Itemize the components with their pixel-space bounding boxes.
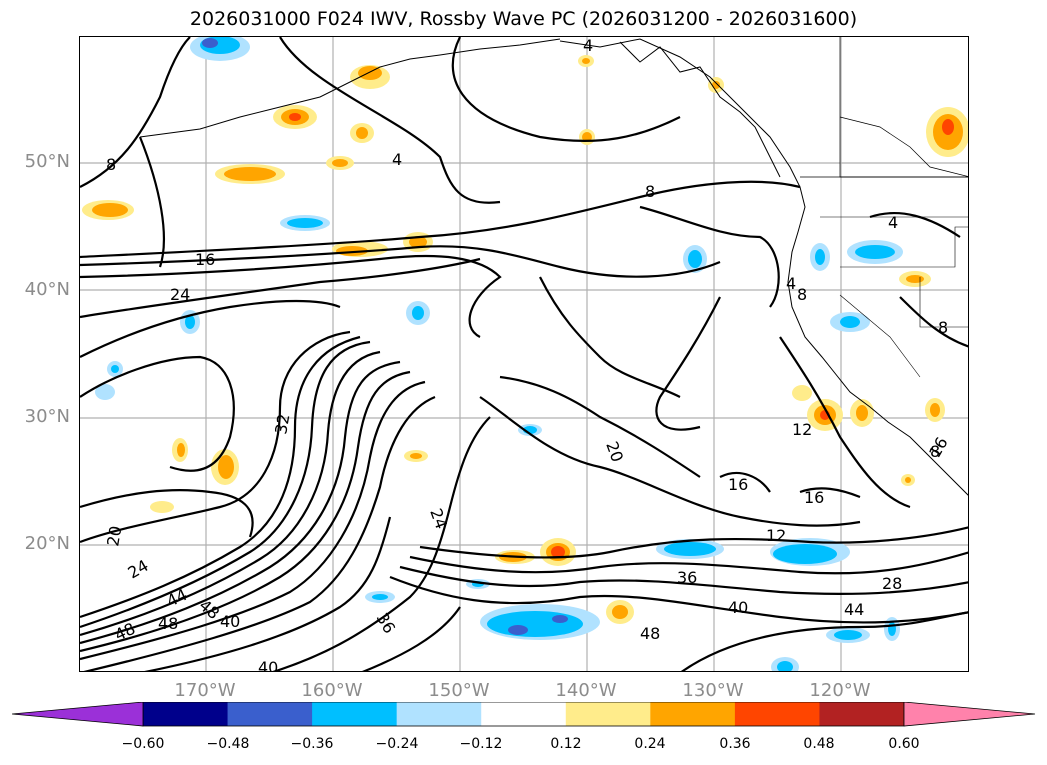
colorbar-tick-label: −0.24 (375, 736, 419, 752)
contour-label: 40 (728, 598, 748, 617)
iwv-contours (80, 37, 968, 671)
lon-label-130w: 130°W (682, 680, 744, 701)
colorbar-segment (396, 702, 482, 726)
colorbar-tick-label: 0.48 (803, 736, 835, 752)
negative-anomaly-shading (95, 37, 903, 671)
contour-label: 16 (925, 434, 952, 461)
colorbar-segment (227, 702, 313, 726)
contour-label: 8 (106, 155, 116, 174)
contour-label: 16 (728, 475, 748, 494)
contour-label: 44 (164, 585, 190, 611)
lon-label-140w: 140°W (555, 680, 617, 701)
contour-label: 8 (930, 442, 940, 461)
contour-labels: 4 8 4 8 16 24 8 4 8 8 32 20 24 20 24 48 … (103, 37, 952, 672)
lat-label-20n: 20°N (24, 533, 70, 554)
colorbar-tick-label: −0.60 (121, 736, 165, 752)
contour-label: 8 (797, 285, 807, 304)
colorbar-segment (312, 702, 398, 726)
contour-label: 20 (602, 439, 627, 465)
contour-label: 24 (125, 556, 152, 583)
positive-anomaly-shading (82, 55, 968, 624)
contour-label: 24 (426, 506, 451, 532)
chart-title: 2026031000 F024 IWV, Rossby Wave PC (202… (189, 8, 858, 30)
colorbar-tick-label: −0.36 (290, 736, 334, 752)
lat-label-40n: 40°N (24, 279, 70, 300)
colorbar-tick-label: 0.12 (550, 736, 582, 752)
colorbar-segment (819, 702, 905, 726)
colorbar-segment (734, 702, 820, 726)
contour-label: 48 (640, 624, 660, 643)
colorbar-tick-label: 0.24 (634, 736, 666, 752)
contour-label: 28 (882, 574, 902, 593)
contour-label: 4 (583, 37, 593, 55)
colorbar-tick-label: 0.36 (719, 736, 751, 752)
colorbar-max-arrow (903, 702, 1036, 727)
contour-label: 4 (786, 274, 796, 293)
contour-label: 24 (170, 285, 190, 304)
colorbar-tick-label: 0.60 (888, 736, 920, 752)
colorbar-segment (143, 702, 229, 726)
contour-label: 40 (258, 658, 278, 672)
contour-label: 4 (392, 150, 402, 169)
contour-label: 20 (103, 524, 125, 547)
coastlines (139, 37, 968, 496)
lon-label-120w: 120°W (809, 680, 871, 701)
contour-label: 16 (804, 488, 824, 507)
contour-label: 48 (158, 614, 178, 633)
colorbar-tick-label: −0.12 (459, 736, 503, 752)
contour-label: 4 (888, 213, 898, 232)
colorbar-tick-label: −0.48 (206, 736, 250, 752)
contour-label: 36 (677, 568, 697, 587)
contour-label: 48 (112, 619, 138, 645)
map-panel: 4 8 4 8 16 24 8 4 8 8 32 20 24 20 24 48 … (79, 36, 969, 672)
contour-label: 16 (195, 250, 215, 269)
contour-label: 12 (792, 420, 812, 439)
contour-label: 32 (271, 412, 293, 435)
contour-label: 8 (645, 182, 655, 201)
lat-label-50n: 50°N (24, 151, 70, 172)
lon-label-170w: 170°W (174, 680, 236, 701)
colorbar-segment (650, 702, 736, 726)
contour-label: 36 (373, 610, 400, 637)
contour-label: 44 (844, 600, 864, 619)
lat-label-30n: 30°N (24, 406, 70, 427)
colorbar-min-arrow (12, 702, 144, 727)
contour-label: 40 (220, 612, 240, 631)
colorbar-segment (481, 702, 567, 726)
lon-label-150w: 150°W (428, 680, 490, 701)
map-svg: 4 8 4 8 16 24 8 4 8 8 32 20 24 20 24 48 … (80, 37, 968, 672)
lon-label-160w: 160°W (301, 680, 363, 701)
contour-label: 12 (766, 526, 786, 545)
colorbar (12, 702, 1036, 727)
contour-label: 8 (938, 318, 948, 337)
colorbar-segment (565, 702, 651, 726)
